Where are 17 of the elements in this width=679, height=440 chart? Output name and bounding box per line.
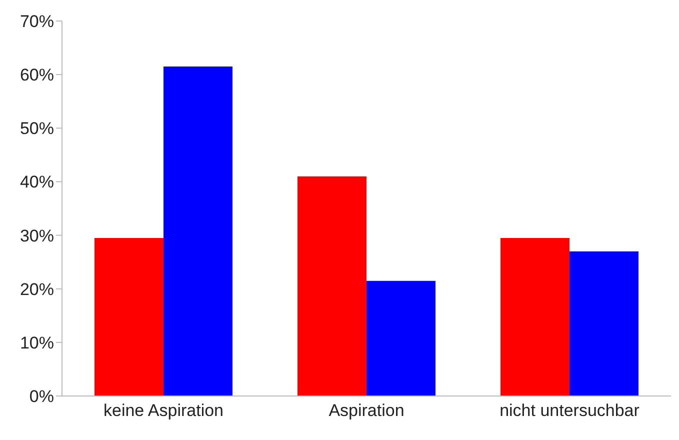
- bar: [569, 251, 638, 396]
- bar: [94, 238, 164, 396]
- y-tick-label: 70%: [20, 12, 54, 32]
- y-tick-label: 30%: [20, 226, 54, 246]
- y-tick-label: 40%: [20, 172, 54, 192]
- x-tick-label: nicht untersuchbar: [500, 401, 640, 420]
- y-tick-label: 0%: [29, 387, 54, 406]
- y-tick-label: 10%: [20, 333, 54, 352]
- bar: [366, 280, 436, 396]
- bar: [163, 66, 232, 396]
- y-tick-label: 50%: [20, 119, 54, 138]
- x-tick-label: keine Aspiration: [103, 401, 224, 420]
- y-tick-label: 20%: [20, 280, 54, 299]
- y-tick-label: 60%: [20, 66, 54, 85]
- x-tick-label: Aspiration: [328, 401, 404, 420]
- bar: [297, 176, 366, 396]
- bar: [500, 238, 570, 396]
